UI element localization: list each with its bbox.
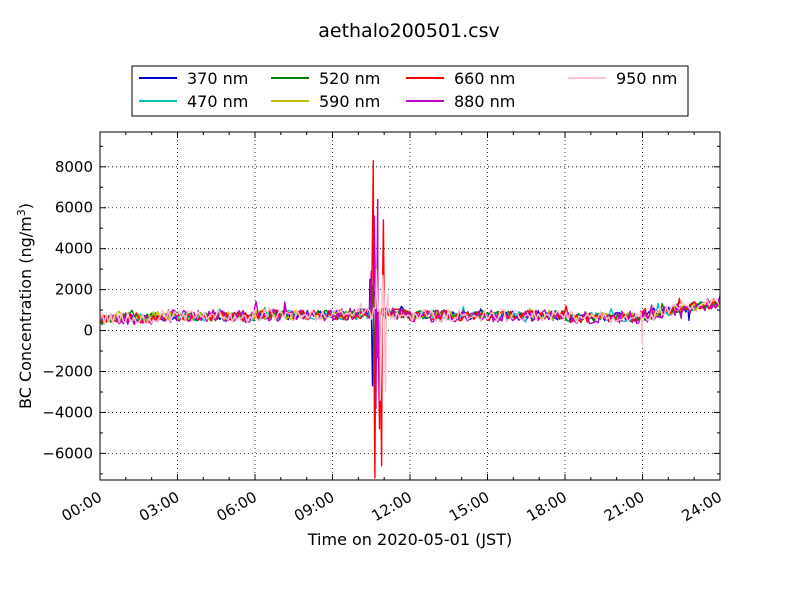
ticks xyxy=(99,132,721,480)
x-tick-label: 18:00 xyxy=(524,488,570,525)
legend-item: 470 nm xyxy=(139,92,248,111)
chart-title: aethalo200501.csv xyxy=(318,20,500,42)
legend-label: 470 nm xyxy=(187,92,248,111)
grid xyxy=(100,132,720,480)
x-tick-labels: 00:00 03:00 06:00 09:00 12:00 15:00 18:00 21:00… xyxy=(59,488,725,525)
series-line-950-nm xyxy=(100,268,720,401)
legend-item: 590 nm xyxy=(271,92,380,111)
x-tick-label: 12:00 xyxy=(369,488,415,525)
y-tick-label: −4000 xyxy=(42,403,93,421)
legend-label: 660 nm xyxy=(454,69,515,88)
y-axis-label: BC Concentration (ng/m3) xyxy=(15,203,36,409)
y-tick-label: 8000 xyxy=(55,158,93,176)
legend-item: 520 nm xyxy=(271,69,380,88)
y-axis-label-sup: 3 xyxy=(15,209,28,216)
x-tick-label: 15:00 xyxy=(446,488,492,525)
x-tick-label: 21:00 xyxy=(601,488,647,525)
x-tick-label: 03:00 xyxy=(136,488,182,525)
x-tick-label: 00:00 xyxy=(59,488,105,525)
legend-label: 590 nm xyxy=(319,92,380,111)
y-tick-label: 2000 xyxy=(55,281,93,299)
series-layer xyxy=(100,160,720,479)
y-axis-label-main: BC Concentration (ng/m xyxy=(16,216,35,409)
legend-label: 880 nm xyxy=(454,92,515,111)
legend-item: 660 nm xyxy=(406,69,515,88)
y-tick-label: −2000 xyxy=(42,363,93,381)
legend-item: 880 nm xyxy=(406,92,515,111)
x-tick-label: 09:00 xyxy=(291,488,337,525)
legend: 370 nm 470 nm 520 nm 590 nm 660 nm 880 nm 950 … xyxy=(131,65,689,117)
legend-label: 520 nm xyxy=(319,69,380,88)
y-axis-label-close: ) xyxy=(16,203,35,209)
legend-box xyxy=(131,65,689,117)
x-tick-label: 06:00 xyxy=(214,488,260,525)
x-axis-label: Time on 2020-05-01 (JST) xyxy=(307,530,512,549)
legend-item: 950 nm xyxy=(568,69,677,88)
legend-label: 950 nm xyxy=(616,69,677,88)
y-tick-label: 6000 xyxy=(55,199,93,217)
plot-area xyxy=(100,132,720,480)
legend-label: 370 nm xyxy=(187,69,248,88)
y-tick-label: 0 xyxy=(83,322,93,340)
y-tick-labels: 8000 6000 4000 2000 0 −2000 −4000 −6000 xyxy=(42,158,93,463)
y-tick-label: −6000 xyxy=(42,444,93,462)
x-tick-label: 24:00 xyxy=(679,488,725,525)
y-tick-label: 4000 xyxy=(55,240,93,258)
legend-item: 370 nm xyxy=(139,69,248,88)
